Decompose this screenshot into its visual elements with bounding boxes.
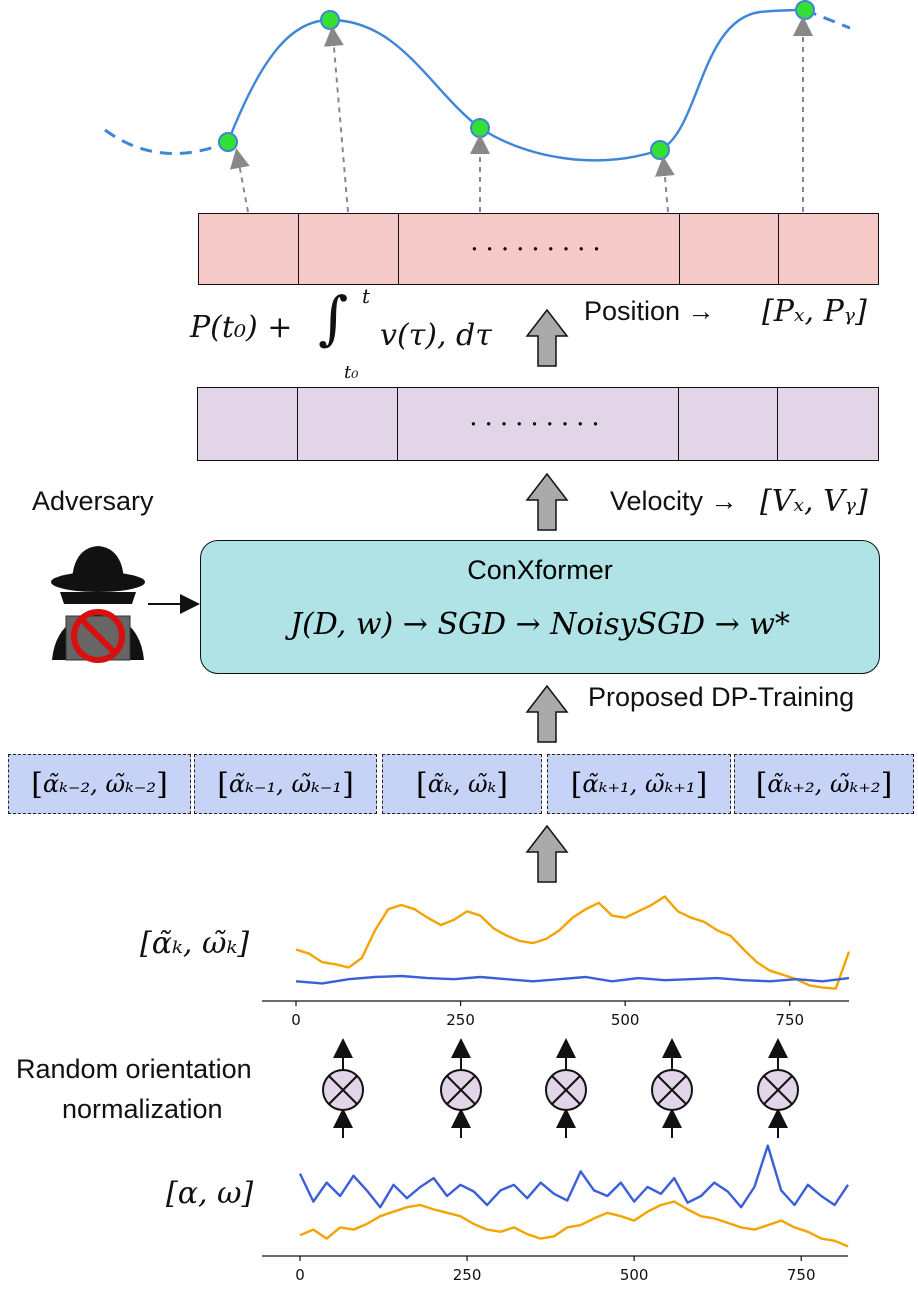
projection-arrow bbox=[654, 156, 675, 213]
random-orientation-label: Random orientation bbox=[16, 1054, 252, 1084]
proposed-dp-training-label: Proposed DP-Training bbox=[588, 682, 855, 712]
normalized-signal-label: [α̃ₖ, ω̃ₖ] bbox=[140, 926, 250, 961]
projection-arrow bbox=[229, 148, 250, 213]
otimes-operator bbox=[440, 1038, 482, 1138]
otimes-operator bbox=[757, 1038, 799, 1138]
trajectory-point bbox=[218, 132, 238, 152]
up-arrow-position bbox=[525, 308, 569, 367]
trajectory-dashed-left bbox=[104, 128, 229, 156]
series-line-1 bbox=[299, 1200, 849, 1248]
model-formula: J(D, w) → SGD → NoisySGD → w* bbox=[290, 607, 790, 642]
trajectory-point bbox=[470, 118, 490, 138]
x-tick-label: 750 bbox=[787, 1266, 816, 1284]
adversary-icon bbox=[51, 546, 145, 663]
otimes-cross bbox=[328, 1075, 358, 1105]
position-vector: [Pₓ, Pᵧ] bbox=[762, 294, 867, 329]
x-tick-label: 250 bbox=[446, 1011, 475, 1029]
position-cell bbox=[680, 213, 779, 285]
series-line-0 bbox=[295, 895, 851, 990]
x-tick-label: 0 bbox=[291, 1011, 301, 1029]
otimes-cross bbox=[446, 1075, 476, 1105]
token-k-minus-2: [α̃ₖ₋₂, ω̃ₖ₋₂] bbox=[8, 754, 191, 814]
position-cell bbox=[198, 213, 299, 285]
x-tick-label: 250 bbox=[453, 1266, 482, 1284]
velocity-vector: [Vₓ, Vᵧ] bbox=[760, 484, 868, 519]
position-cell-ellipsis: ......... bbox=[399, 213, 680, 285]
model-title: ConXformer bbox=[467, 555, 613, 585]
position-label: Position → bbox=[584, 296, 715, 326]
x-tick-label: 0 bbox=[295, 1266, 305, 1284]
raw-signal-label: [α, ω] bbox=[166, 1176, 254, 1211]
velocity-cell bbox=[679, 387, 778, 461]
otimes-cross bbox=[551, 1075, 581, 1105]
integral-upper: t bbox=[362, 284, 371, 308]
token-k-plus-1: [α̃ₖ₊₁, ω̃ₖ₊₁] bbox=[547, 754, 731, 814]
series-line-1 bbox=[295, 974, 850, 985]
trajectory bbox=[104, 0, 851, 162]
integral-lower: t₀ bbox=[344, 362, 359, 383]
flow-arrows bbox=[525, 308, 569, 883]
trajectory-point bbox=[795, 0, 815, 20]
projection-arrows bbox=[229, 16, 813, 213]
x-tick-label: 500 bbox=[620, 1266, 649, 1284]
trajectory-curve bbox=[226, 8, 806, 162]
trajectory-point bbox=[320, 10, 340, 30]
otimes-operator bbox=[322, 1038, 364, 1138]
token-k-minus-1: [α̃ₖ₋₁, ω̃ₖ₋₁] bbox=[194, 754, 377, 814]
otimes-cross bbox=[657, 1075, 687, 1105]
velocity-cell bbox=[197, 387, 298, 461]
x-tick-label: 750 bbox=[775, 1011, 804, 1029]
integral-sign: ∫ bbox=[318, 284, 349, 352]
up-arrow-velocity bbox=[525, 472, 569, 531]
velocity-label: Velocity → bbox=[610, 486, 738, 516]
integral-lhs: P(t₀) + bbox=[190, 310, 293, 345]
series-line-0 bbox=[298, 1144, 849, 1209]
up-arrow-model bbox=[525, 684, 569, 743]
normalization-operators bbox=[322, 1038, 799, 1138]
token-k-plus-2: [α̃ₖ₊₂, ω̃ₖ₊₂] bbox=[734, 754, 914, 814]
otimes-cross bbox=[763, 1075, 793, 1105]
position-cell bbox=[299, 213, 399, 285]
otimes-operator bbox=[651, 1038, 693, 1138]
up-arrow-tokens bbox=[525, 824, 569, 883]
otimes-operator bbox=[545, 1038, 587, 1138]
raw-chart: 0 250 500 750 bbox=[262, 1144, 849, 1284]
velocity-cell-ellipsis: ......... bbox=[398, 387, 679, 461]
adversary-label: Adversary bbox=[32, 486, 154, 516]
token-k: [α̃ₖ, ω̃ₖ] bbox=[382, 754, 542, 814]
projection-arrow bbox=[323, 26, 349, 213]
conxformer-model: ConXformer J(D, w) → SGD → NoisySGD → w* bbox=[200, 540, 880, 674]
x-tick-label: 500 bbox=[611, 1011, 640, 1029]
prohibited-icon bbox=[71, 609, 125, 663]
velocity-cell bbox=[778, 387, 879, 461]
position-cell bbox=[779, 213, 879, 285]
normalization-label: normalization bbox=[62, 1094, 223, 1124]
normalized-chart: 0 250 500 750 bbox=[262, 895, 851, 1029]
velocity-cell bbox=[298, 387, 398, 461]
trajectory-point bbox=[650, 140, 670, 160]
integral-rhs: v(τ), dτ bbox=[380, 318, 492, 353]
